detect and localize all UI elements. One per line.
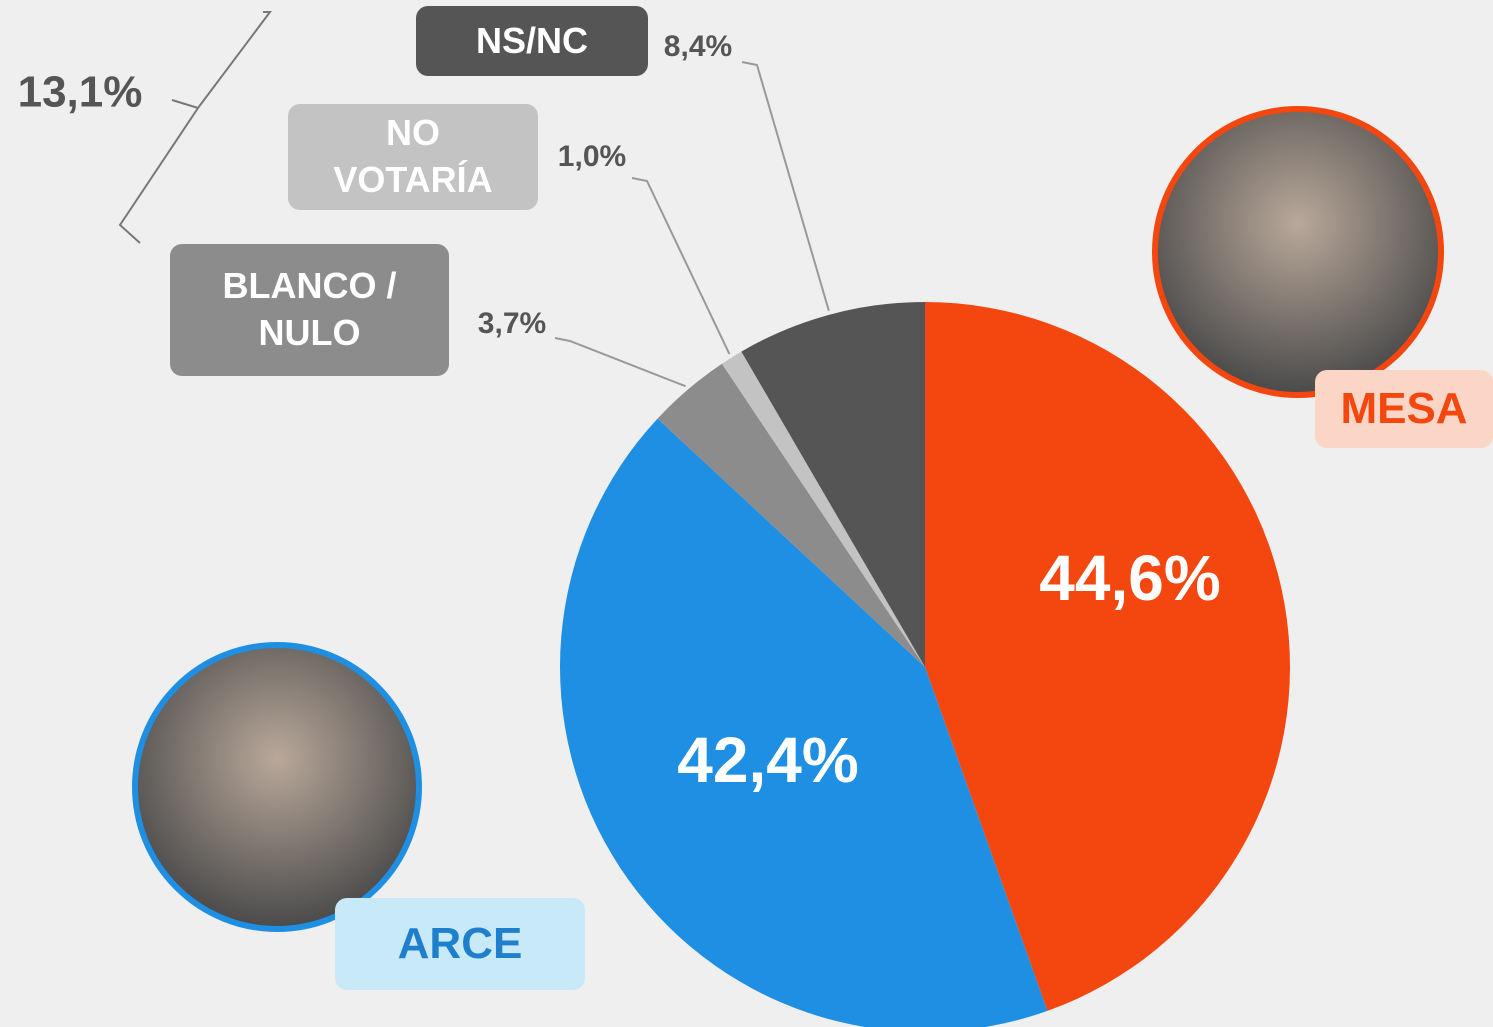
pie-slice: [657, 363, 925, 667]
category-label: ARCE: [397, 919, 523, 969]
category-label-box: NO VOTARÍA: [288, 104, 538, 210]
bracket: [118, 11, 272, 244]
leader-line: [554, 337, 686, 388]
category-label: BLANCO / NULO: [222, 265, 397, 353]
value-label: 1,0%: [558, 140, 626, 173]
mesa-photo: [1152, 106, 1444, 398]
value-label: 44,6%: [1039, 542, 1220, 614]
category-label-box: MESA: [1315, 370, 1493, 448]
annotation: 13,1%: [18, 68, 143, 117]
category-label-box: NS/NC: [416, 6, 648, 76]
category-label: MESA: [1340, 384, 1468, 434]
category-label-box: BLANCO / NULO: [170, 244, 449, 376]
pie-slice: [560, 418, 1048, 1027]
pie-slice: [741, 302, 925, 667]
pie-slice: [925, 302, 1290, 1011]
value-label: 8,4%: [664, 30, 732, 63]
value-label: 42,4%: [677, 724, 858, 796]
arce-photo: [132, 642, 422, 932]
value-label: 3,7%: [478, 307, 546, 340]
category-label: NS/NC: [475, 19, 588, 61]
leader-line: [741, 61, 830, 312]
pie-slice: [721, 351, 925, 667]
category-label: NO VOTARÍA: [333, 112, 493, 200]
category-label-box: ARCE: [335, 898, 585, 990]
leader-line: [631, 177, 731, 355]
